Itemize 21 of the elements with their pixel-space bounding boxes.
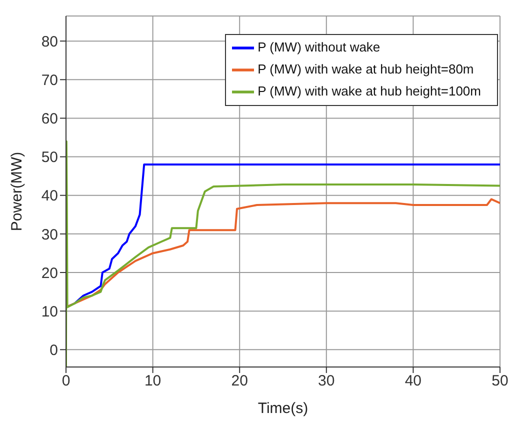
legend-label: P (MW) without wake xyxy=(258,39,380,54)
legend-label: P (MW) with wake at hub height=80m xyxy=(258,61,474,76)
y-tick-label: 10 xyxy=(41,303,58,320)
x-tick-label: 30 xyxy=(318,372,335,390)
y-tick-label: 30 xyxy=(41,226,58,244)
x-tick-label: 10 xyxy=(144,372,162,390)
line-series xyxy=(66,198,500,308)
x-tick-label: 40 xyxy=(404,372,422,390)
y-tick-label: 50 xyxy=(41,149,58,166)
y-tick-label: 60 xyxy=(41,110,58,128)
x-tick-label: 50 xyxy=(492,372,508,390)
y-tick-label: 70 xyxy=(41,72,58,89)
y-axis-title: Power(MW) xyxy=(8,152,26,232)
legend-label: P (MW) with wake at hub height=100m xyxy=(258,83,481,98)
x-tick-label: 20 xyxy=(231,372,248,390)
y-tick-label: 0 xyxy=(50,342,58,359)
x-tick-label: 0 xyxy=(62,372,70,390)
y-tick-label: 40 xyxy=(41,188,58,205)
y-tick-label: 20 xyxy=(41,264,58,282)
x-axis-title: Time(s) xyxy=(258,400,308,417)
y-tick-label: 80 xyxy=(41,33,58,50)
